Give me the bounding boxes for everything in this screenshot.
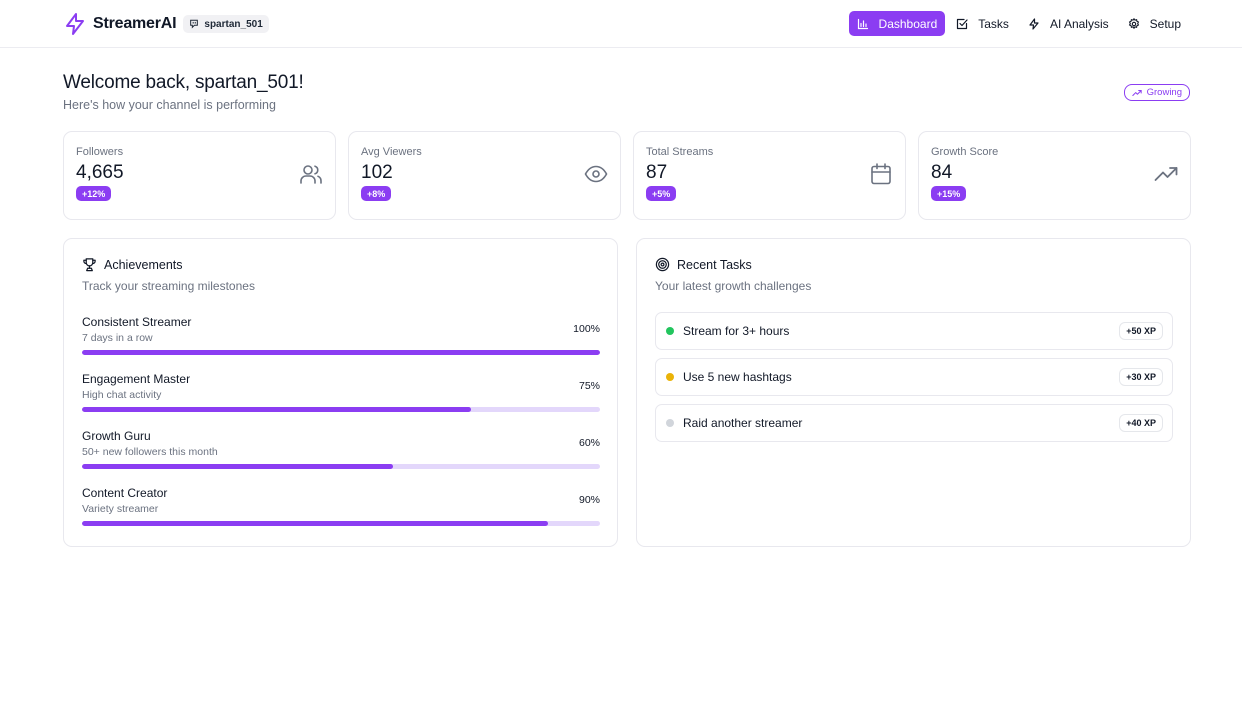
main-nav: Dashboard Tasks AI Analysis Setup [846, 11, 1189, 36]
stat-delta-badge: +12% [76, 186, 112, 201]
achievement-percent: 60% [578, 437, 600, 449]
achievement-percent: 100% [573, 323, 600, 335]
achievement-progress-track [82, 521, 600, 526]
welcome-section: Welcome back, spartan_501! Here's how yo… [63, 72, 304, 112]
achievements-panel: Achievements Track your streaming milest… [63, 238, 618, 547]
username-label: spartan_501 [204, 18, 263, 30]
achievement-item: Growth Guru 50+ new followers this month… [82, 429, 600, 473]
stat-delta-badge: +8% [361, 186, 392, 201]
stat-card-total-streams: Total Streams 87 +5% [633, 131, 906, 220]
achievement-percent: 75% [578, 380, 600, 392]
stat-delta-badge: +15% [931, 186, 967, 201]
achievement-desc: Variety streamer [82, 503, 159, 515]
nav-ai-analysis[interactable]: AI Analysis [1020, 11, 1117, 36]
achievement-name: Engagement Master [82, 372, 191, 386]
achievements-header: Achievements [82, 257, 183, 272]
achievement-name: Growth Guru [82, 429, 151, 443]
achievement-progress-fill [82, 464, 393, 469]
calendar-icon [871, 163, 891, 185]
task-item[interactable]: Raid another streamer +40 XP [655, 404, 1173, 442]
top-navbar: StreamerAI spartan_501 Dashboard Tasks A… [0, 0, 1242, 48]
stat-label: Avg Viewers [361, 146, 422, 158]
trending-up-icon [1154, 167, 1178, 181]
task-status-dot [666, 327, 674, 335]
achievement-progress-track [82, 350, 600, 355]
recent-tasks-header: Recent Tasks [655, 257, 752, 272]
task-label: Use 5 new hashtags [683, 370, 792, 384]
achievement-item: Consistent Streamer 7 days in a row 100% [82, 315, 600, 359]
task-xp-badge: +30 XP [1119, 368, 1163, 386]
page-title: Welcome back, spartan_501! [63, 72, 304, 93]
lightning-logo-icon [66, 13, 84, 35]
username-chip: spartan_501 [183, 15, 269, 33]
stat-label: Total Streams [646, 146, 714, 158]
brand-name: StreamerAI [93, 15, 177, 32]
achievement-progress-fill [82, 521, 549, 526]
chat-icon [190, 19, 199, 29]
achievement-name: Consistent Streamer [82, 315, 192, 329]
lightning-icon [1029, 17, 1039, 30]
task-label: Stream for 3+ hours [683, 324, 790, 338]
achievement-desc: 7 days in a row [82, 332, 153, 344]
gear-icon [1128, 17, 1139, 29]
task-xp-badge: +50 XP [1119, 322, 1163, 340]
achievements-title: Achievements [104, 257, 183, 272]
task-status-dot [666, 373, 674, 381]
task-status-dot [666, 419, 674, 427]
brand[interactable]: StreamerAI spartan_501 [63, 11, 269, 37]
stat-card-followers: Followers 4,665 +12% [63, 131, 336, 220]
stat-label: Followers [76, 146, 124, 158]
stat-value: 4,665 [76, 162, 124, 183]
trending-up-icon [1131, 89, 1142, 96]
stat-value: 87 [646, 162, 668, 183]
stat-value: 84 [931, 162, 953, 183]
achievement-progress-track [82, 407, 600, 412]
stat-label: Growth Score [931, 146, 999, 158]
recent-tasks-panel: Recent Tasks Your latest growth challeng… [636, 238, 1191, 547]
task-item[interactable]: Stream for 3+ hours +50 XP [655, 312, 1173, 350]
nav-dashboard-label: Dashboard [878, 16, 938, 31]
achievements-subtitle: Track your streaming milestones [82, 279, 255, 293]
recent-tasks-subtitle: Your latest growth challenges [655, 279, 812, 293]
stat-value: 102 [361, 162, 393, 183]
achievement-desc: 50+ new followers this month [82, 446, 218, 458]
nav-tasks[interactable]: Tasks [948, 11, 1017, 36]
achievement-item: Content Creator Variety streamer 90% [82, 486, 600, 530]
trophy-icon [83, 258, 96, 272]
stat-card-growth-score: Growth Score 84 +15% [918, 131, 1191, 220]
target-icon [655, 257, 670, 272]
achievement-desc: High chat activity [82, 389, 162, 401]
achievement-name: Content Creator [82, 486, 168, 500]
bar-chart-icon [857, 18, 868, 29]
eye-icon [584, 165, 608, 183]
task-xp-badge: +40 XP [1119, 414, 1163, 432]
nav-tasks-label: Tasks [978, 16, 1009, 31]
achievement-percent: 90% [578, 494, 600, 506]
checkbox-icon [957, 18, 968, 29]
achievement-progress-fill [82, 350, 600, 355]
growing-status-badge: Growing [1123, 84, 1190, 101]
stat-delta-badge: +5% [646, 186, 677, 201]
growing-badge-label: Growing [1146, 87, 1182, 98]
users-icon [300, 165, 322, 184]
nav-setup-label: Setup [1149, 16, 1181, 31]
nav-dashboard[interactable]: Dashboard [848, 11, 946, 36]
page-subtitle: Here's how your channel is performing [63, 98, 276, 112]
stat-card-avg-viewers: Avg Viewers 102 +8% [348, 131, 621, 220]
achievement-progress-track [82, 464, 600, 469]
task-label: Raid another streamer [683, 416, 803, 430]
achievement-item: Engagement Master High chat activity 75% [82, 372, 600, 416]
achievement-progress-fill [82, 407, 471, 412]
task-item[interactable]: Use 5 new hashtags +30 XP [655, 358, 1173, 396]
recent-tasks-title: Recent Tasks [677, 257, 752, 272]
nav-setup[interactable]: Setup [1120, 11, 1189, 36]
nav-ai-analysis-label: AI Analysis [1049, 16, 1109, 31]
